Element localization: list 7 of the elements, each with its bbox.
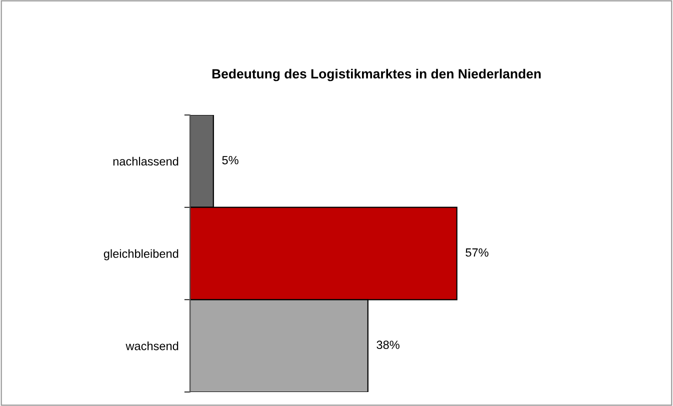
- chart-title: Bedeutung des Logistikmarktes in den Niederlanden: [212, 68, 541, 82]
- y-tick-label: gleichbleibend: [104, 249, 178, 260]
- data-label: 57%: [466, 248, 488, 257]
- y-tick-label: nachlassend: [113, 156, 178, 166]
- y-tick-label: wachsend: [126, 342, 178, 350]
- data-label: 38%: [376, 340, 400, 349]
- data-label: 5%: [222, 156, 238, 164]
